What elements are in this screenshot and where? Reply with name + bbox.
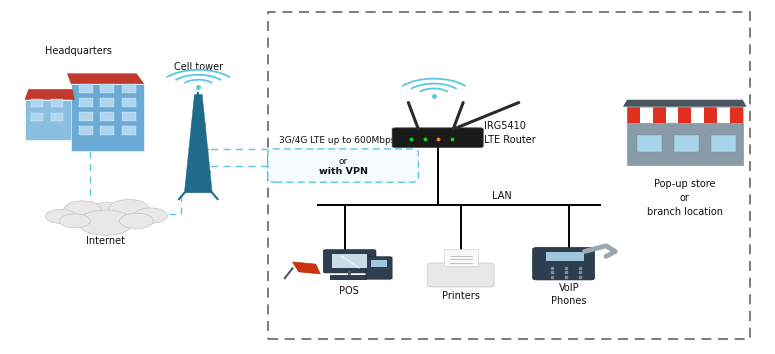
FancyBboxPatch shape	[100, 112, 114, 121]
FancyBboxPatch shape	[78, 98, 92, 107]
FancyBboxPatch shape	[122, 98, 136, 107]
FancyBboxPatch shape	[392, 128, 484, 148]
FancyBboxPatch shape	[711, 135, 735, 153]
FancyBboxPatch shape	[444, 249, 478, 266]
FancyBboxPatch shape	[122, 84, 136, 93]
FancyBboxPatch shape	[366, 257, 392, 279]
FancyBboxPatch shape	[31, 99, 43, 107]
FancyBboxPatch shape	[122, 112, 136, 121]
FancyBboxPatch shape	[371, 260, 387, 267]
Polygon shape	[627, 107, 639, 122]
FancyBboxPatch shape	[546, 252, 584, 261]
Polygon shape	[717, 107, 730, 122]
Circle shape	[78, 210, 133, 235]
FancyBboxPatch shape	[329, 275, 367, 280]
FancyBboxPatch shape	[674, 135, 699, 153]
Polygon shape	[25, 89, 74, 100]
FancyBboxPatch shape	[268, 149, 418, 182]
Text: IRG5410
LTE Router: IRG5410 LTE Router	[484, 121, 536, 145]
Text: or: or	[339, 157, 348, 166]
Text: Internet: Internet	[86, 236, 125, 246]
Polygon shape	[691, 107, 704, 122]
FancyBboxPatch shape	[637, 135, 662, 153]
Text: VoIP
Phones: VoIP Phones	[551, 283, 587, 306]
Circle shape	[60, 214, 90, 228]
Polygon shape	[623, 100, 746, 107]
FancyBboxPatch shape	[78, 112, 92, 121]
Polygon shape	[704, 107, 717, 122]
Polygon shape	[653, 107, 666, 122]
Text: POS: POS	[339, 286, 359, 296]
Polygon shape	[678, 107, 691, 122]
FancyBboxPatch shape	[78, 126, 92, 135]
Circle shape	[64, 201, 101, 218]
FancyBboxPatch shape	[100, 98, 114, 107]
Polygon shape	[639, 107, 653, 122]
FancyBboxPatch shape	[100, 84, 114, 93]
Text: Pop-up store
or
branch location: Pop-up store or branch location	[647, 179, 723, 217]
Circle shape	[133, 208, 167, 223]
FancyBboxPatch shape	[31, 113, 43, 121]
Circle shape	[119, 213, 153, 229]
FancyBboxPatch shape	[627, 122, 742, 165]
FancyBboxPatch shape	[100, 126, 114, 135]
FancyBboxPatch shape	[25, 100, 74, 140]
FancyBboxPatch shape	[51, 99, 64, 107]
FancyBboxPatch shape	[78, 84, 92, 93]
FancyBboxPatch shape	[532, 247, 594, 280]
FancyBboxPatch shape	[332, 254, 367, 268]
FancyBboxPatch shape	[122, 126, 136, 135]
Polygon shape	[666, 107, 678, 122]
FancyBboxPatch shape	[428, 263, 494, 287]
FancyBboxPatch shape	[51, 113, 64, 121]
Text: with VPN: with VPN	[319, 167, 367, 176]
Polygon shape	[292, 262, 320, 274]
FancyBboxPatch shape	[323, 250, 376, 273]
Text: Printers: Printers	[442, 291, 480, 301]
Polygon shape	[67, 73, 144, 84]
Circle shape	[109, 199, 149, 218]
Polygon shape	[184, 95, 212, 193]
Polygon shape	[730, 107, 742, 122]
Text: 3G/4G LTE up to 600Mbps: 3G/4G LTE up to 600Mbps	[280, 136, 396, 145]
Circle shape	[46, 209, 76, 223]
Circle shape	[81, 202, 130, 225]
Text: Cell tower: Cell tower	[174, 62, 223, 72]
Text: LAN: LAN	[492, 191, 512, 201]
Text: Headquarters: Headquarters	[45, 46, 112, 56]
FancyBboxPatch shape	[71, 84, 144, 151]
